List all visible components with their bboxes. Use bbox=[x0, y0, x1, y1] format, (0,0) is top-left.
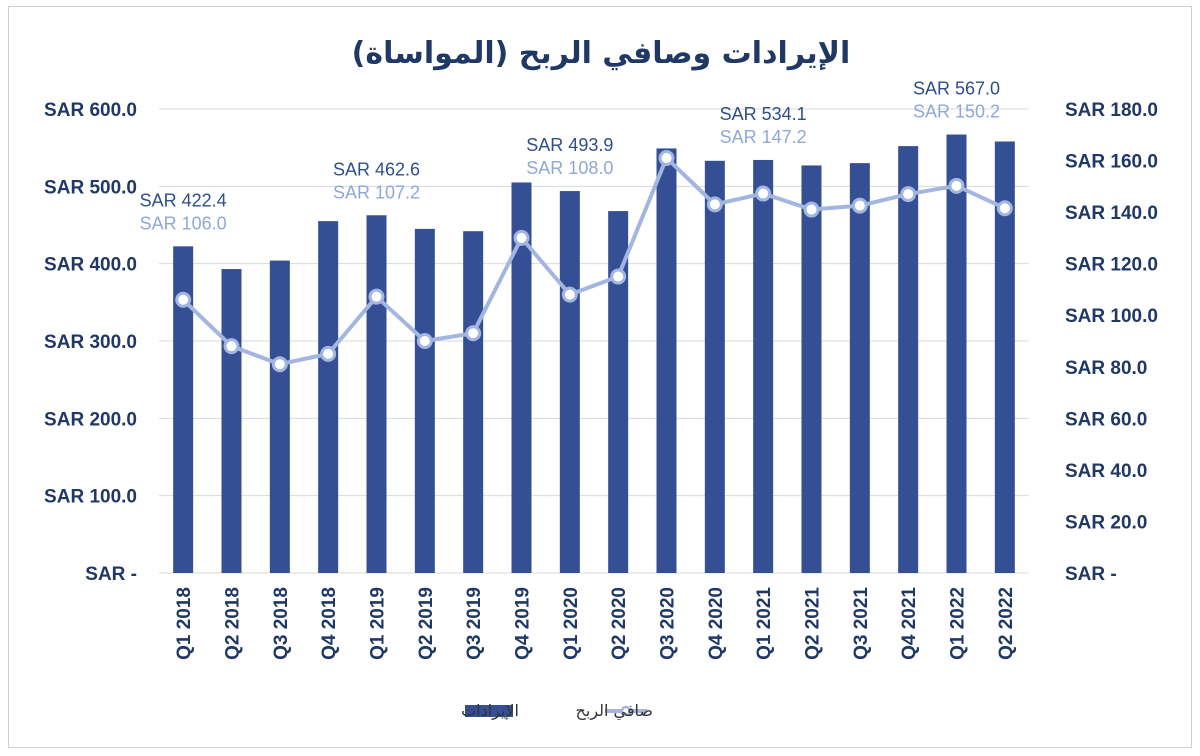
left-tick-label: SAR 100.0 bbox=[44, 487, 137, 508]
legend-item-revenue[interactable]: الإيرادات bbox=[461, 701, 519, 721]
right-tick-label: SAR 140.0 bbox=[1065, 203, 1158, 224]
revenue-bar[interactable] bbox=[318, 221, 339, 573]
net-profit-point[interactable] bbox=[175, 291, 192, 308]
x-tick-label: Q4 2021 bbox=[899, 587, 920, 660]
right-tick-label: SAR - bbox=[1065, 564, 1117, 585]
x-tick-label: Q2 2018 bbox=[223, 587, 244, 660]
revenue-bar[interactable] bbox=[656, 148, 677, 573]
x-tick-label: Q1 2018 bbox=[174, 587, 195, 660]
right-tick-label: SAR 40.0 bbox=[1065, 461, 1147, 482]
legend: الإيرادات صافي الربح bbox=[461, 701, 653, 721]
net-profit-point[interactable] bbox=[996, 200, 1013, 217]
legend-item-net-profit[interactable]: صافي الربح bbox=[576, 701, 653, 721]
revenue-bar[interactable] bbox=[753, 159, 774, 574]
x-tick-label: Q4 2019 bbox=[513, 587, 534, 660]
net-profit-data-label: SAR 107.2 bbox=[333, 182, 420, 202]
left-tick-label: SAR 400.0 bbox=[44, 255, 137, 276]
net-profit-point[interactable] bbox=[803, 201, 820, 218]
left-tick-label: SAR 200.0 bbox=[44, 409, 137, 430]
revenue-data-label: SAR 422.4 bbox=[140, 190, 227, 210]
right-tick-label: SAR 60.0 bbox=[1065, 409, 1147, 430]
right-tick-label: SAR 80.0 bbox=[1065, 358, 1147, 379]
net-profit-point[interactable] bbox=[368, 288, 385, 305]
revenue-bar[interactable] bbox=[994, 141, 1015, 574]
revenue-data-label: SAR 534.1 bbox=[720, 104, 807, 124]
net-profit-point[interactable] bbox=[561, 286, 578, 303]
net-profit-point[interactable] bbox=[320, 345, 337, 362]
data-labels: SAR 422.4 SAR 106.0 SAR 462.6 SAR 107.2 SAR … bbox=[140, 79, 1000, 234]
x-tick-label: Q2 2019 bbox=[416, 587, 437, 660]
x-tick-label: Q1 2020 bbox=[561, 587, 582, 660]
legend-net-profit-label: صافي الربح bbox=[576, 701, 653, 721]
net-profit-point[interactable] bbox=[610, 268, 627, 285]
x-tick-label: Q3 2020 bbox=[658, 587, 679, 660]
revenue-net-profit-chart: الإيرادات وصافي الربح (المواساة) SAR -SA… bbox=[44, 36, 1158, 721]
revenue-bar[interactable] bbox=[511, 182, 532, 573]
net-profit-point[interactable] bbox=[706, 196, 723, 213]
x-axis-ticks: Q1 2018 Q2 2018 Q3 2018 Q4 2018 Q1 2019 Q2 20… bbox=[174, 587, 1017, 660]
net-profit-point[interactable] bbox=[851, 197, 868, 214]
net-profit-point[interactable] bbox=[465, 325, 482, 342]
revenue-data-label: SAR 462.6 bbox=[333, 159, 420, 179]
right-tick-label: SAR 100.0 bbox=[1065, 306, 1158, 327]
left-tick-label: SAR 300.0 bbox=[44, 332, 137, 353]
net-profit-data-label: SAR 147.2 bbox=[720, 127, 807, 147]
net-profit-point[interactable] bbox=[755, 185, 772, 202]
x-tick-label: Q2 2021 bbox=[803, 587, 824, 660]
left-tick-label: SAR 600.0 bbox=[44, 100, 137, 121]
legend-revenue-swatch bbox=[465, 705, 513, 717]
x-tick-label: Q3 2019 bbox=[464, 587, 485, 660]
revenue-bar[interactable] bbox=[463, 231, 484, 574]
revenue-bar[interactable] bbox=[849, 163, 870, 573]
net-profit-point[interactable] bbox=[658, 149, 675, 166]
net-profit-point[interactable] bbox=[223, 338, 240, 355]
net-profit-line bbox=[175, 149, 1013, 373]
revenue-bar[interactable] bbox=[221, 269, 242, 573]
net-profit-data-label: SAR 106.0 bbox=[140, 213, 227, 233]
net-profit-data-label: SAR 108.0 bbox=[526, 158, 613, 178]
revenue-bars bbox=[173, 134, 1015, 574]
revenue-bar[interactable] bbox=[559, 191, 580, 573]
revenue-bar[interactable] bbox=[269, 260, 290, 573]
net-profit-point[interactable] bbox=[900, 186, 917, 203]
x-tick-label: Q1 2021 bbox=[754, 587, 775, 660]
right-axis-ticks: SAR - SAR 20.0 SAR 40.0 SAR 60.0 SAR 80.0 SAR… bbox=[1065, 100, 1158, 585]
right-tick-label: SAR 160.0 bbox=[1065, 152, 1158, 173]
right-tick-label: SAR 120.0 bbox=[1065, 255, 1158, 276]
net-profit-point[interactable] bbox=[416, 333, 433, 349]
x-tick-label: Q3 2018 bbox=[271, 587, 292, 660]
revenue-data-label: SAR 567.0 bbox=[913, 79, 1000, 99]
revenue-bar[interactable] bbox=[704, 160, 725, 573]
net-profit-point[interactable] bbox=[513, 229, 530, 246]
chart-title: الإيرادات وصافي الربح (المواساة) bbox=[352, 36, 851, 71]
revenue-bar[interactable] bbox=[173, 246, 194, 573]
right-tick-label: SAR 20.0 bbox=[1065, 512, 1147, 533]
left-axis-ticks: SAR - SAR 100.0 SAR 200.0 SAR 300.0 SAR 400.… bbox=[44, 100, 137, 585]
legend-revenue-label: الإيرادات bbox=[461, 701, 519, 721]
revenue-bar[interactable] bbox=[946, 134, 967, 573]
revenue-bar[interactable] bbox=[366, 215, 387, 574]
x-tick-label: Q2 2020 bbox=[609, 587, 630, 660]
x-tick-label: Q2 2022 bbox=[996, 587, 1017, 660]
x-tick-label: Q4 2018 bbox=[319, 587, 340, 660]
legend-net-profit-marker bbox=[620, 705, 632, 717]
revenue-bar[interactable] bbox=[608, 211, 629, 573]
x-tick-label: Q3 2021 bbox=[851, 587, 872, 660]
net-profit-point[interactable] bbox=[271, 356, 288, 373]
chart-frame: الإيرادات وصافي الربح (المواساة) SAR - SA… bbox=[8, 6, 1192, 748]
x-tick-label: Q1 2019 bbox=[368, 587, 389, 660]
net-profit-point[interactable] bbox=[948, 177, 965, 194]
net-profit-data-label: SAR 150.2 bbox=[913, 102, 1000, 122]
revenue-bar[interactable] bbox=[898, 146, 919, 573]
revenue-bar[interactable] bbox=[801, 165, 822, 573]
revenue-data-label: SAR 493.9 bbox=[526, 135, 613, 155]
gridlines bbox=[159, 108, 1029, 574]
left-tick-label: SAR 500.0 bbox=[44, 177, 137, 198]
x-tick-label: Q1 2022 bbox=[948, 587, 969, 660]
net-profit-polyline bbox=[181, 155, 1006, 367]
revenue-bar[interactable] bbox=[414, 228, 435, 573]
left-tick-label: SAR - bbox=[85, 564, 137, 585]
x-tick-label: Q4 2020 bbox=[706, 587, 727, 660]
right-tick-label: SAR 180.0 bbox=[1065, 100, 1158, 121]
